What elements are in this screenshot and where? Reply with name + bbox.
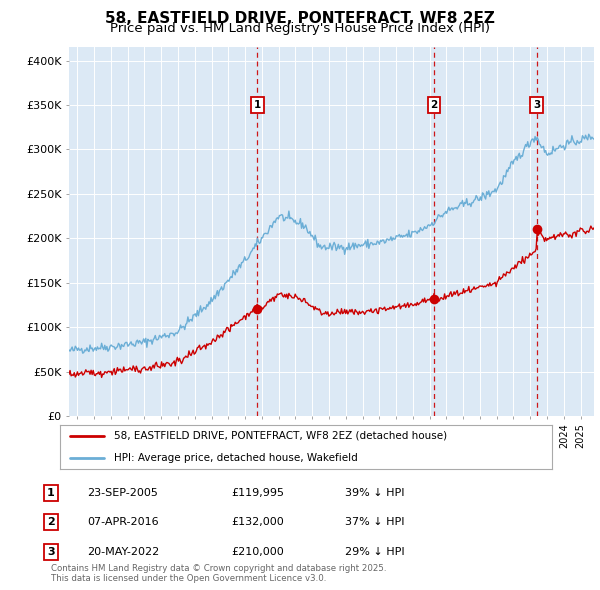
Text: 29% ↓ HPI: 29% ↓ HPI (345, 547, 404, 556)
Text: £210,000: £210,000 (231, 547, 284, 556)
Text: 2: 2 (47, 517, 55, 527)
Text: 39% ↓ HPI: 39% ↓ HPI (345, 488, 404, 497)
Text: 20-MAY-2022: 20-MAY-2022 (87, 547, 159, 556)
Text: 23-SEP-2005: 23-SEP-2005 (87, 488, 158, 497)
Text: £119,995: £119,995 (231, 488, 284, 497)
Text: 3: 3 (533, 100, 540, 110)
Text: 2: 2 (431, 100, 438, 110)
Text: 07-APR-2016: 07-APR-2016 (87, 517, 158, 527)
Text: Price paid vs. HM Land Registry's House Price Index (HPI): Price paid vs. HM Land Registry's House … (110, 22, 490, 35)
Text: 58, EASTFIELD DRIVE, PONTEFRACT, WF8 2EZ: 58, EASTFIELD DRIVE, PONTEFRACT, WF8 2EZ (105, 11, 495, 25)
Text: 37% ↓ HPI: 37% ↓ HPI (345, 517, 404, 527)
Text: 1: 1 (254, 100, 261, 110)
Text: 1: 1 (47, 488, 55, 497)
Text: £132,000: £132,000 (231, 517, 284, 527)
Text: Contains HM Land Registry data © Crown copyright and database right 2025.
This d: Contains HM Land Registry data © Crown c… (51, 563, 386, 583)
Text: 3: 3 (47, 547, 55, 556)
Text: 58, EASTFIELD DRIVE, PONTEFRACT, WF8 2EZ (detached house): 58, EASTFIELD DRIVE, PONTEFRACT, WF8 2EZ… (114, 431, 447, 441)
Text: HPI: Average price, detached house, Wakefield: HPI: Average price, detached house, Wake… (114, 453, 358, 463)
